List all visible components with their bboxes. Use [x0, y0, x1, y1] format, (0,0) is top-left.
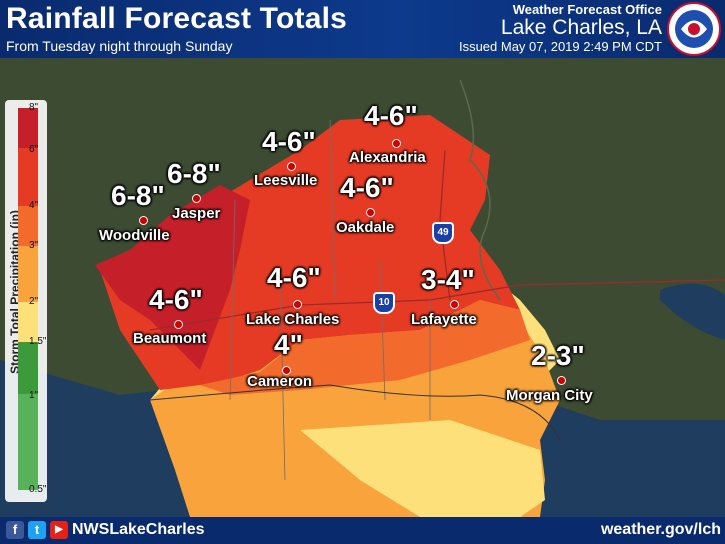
zone-2-inner: [300, 420, 545, 517]
city-dot-cameron: [282, 366, 291, 375]
amount-lake-charles: 4-6": [267, 262, 321, 293]
legend-tick: 1": [29, 390, 39, 401]
footer-bar: f t ▶ NWSLakeCharles weather.gov/lch: [0, 517, 725, 544]
city-dot-lafayette: [450, 300, 459, 309]
interstate-10-shield-icon: 10: [373, 292, 395, 314]
city-alexandria: Alexandria: [349, 149, 426, 166]
city-woodville: Woodville: [99, 227, 170, 244]
amount-leesville: 4-6": [262, 126, 316, 157]
amount-cameron: 4": [274, 329, 303, 360]
city-morgan-city: Morgan City: [506, 387, 593, 404]
office-name: Weather Forecast Office: [512, 2, 662, 17]
city-dot-beaumont: [174, 320, 183, 329]
legend-tick: 6": [29, 144, 39, 155]
city-leesville: Leesville: [254, 172, 318, 189]
city-dot-oakdale: [366, 208, 375, 217]
amount-morgan-city: 2-3": [531, 340, 585, 371]
legend-tick: 4": [29, 200, 39, 211]
lake: [660, 283, 725, 340]
office-city: Lake Charles, LA: [500, 16, 662, 39]
legend-tick: 8": [29, 102, 39, 113]
parish-lines: [229, 119, 431, 481]
river: [459, 79, 501, 301]
header-bar: Rainfall Forecast Totals From Tuesday ni…: [0, 0, 725, 58]
amount-oakdale: 4-6": [340, 172, 394, 203]
city-dot-lake-charles: [293, 300, 302, 309]
page-title: Rainfall Forecast Totals: [6, 2, 347, 35]
legend-tick: 2": [29, 296, 39, 307]
youtube-icon[interactable]: ▶: [50, 521, 68, 539]
amount-jasper: 6-8": [167, 158, 221, 189]
interstate-49-shield-icon: 49: [432, 222, 454, 244]
amount-alexandria: 4-6": [364, 100, 418, 131]
highway-i49: [439, 149, 451, 301]
city-cameron: Cameron: [247, 373, 313, 390]
facebook-icon[interactable]: f: [6, 521, 24, 539]
city-dot-woodville: [139, 216, 148, 225]
nws-logo-icon: [667, 2, 721, 56]
precip-legend: Storm Total Precipitation (in) 8" 6" 4" …: [5, 100, 47, 502]
city-lafayette: Lafayette: [411, 311, 477, 328]
city-dot-alexandria: [392, 139, 401, 148]
city-dot-jasper: [192, 194, 201, 203]
website-link[interactable]: weather.gov/lch: [600, 521, 721, 538]
page-subtitle: From Tuesday night through Sunday: [6, 38, 233, 54]
city-oakdale: Oakdale: [336, 219, 395, 236]
city-jasper: Jasper: [172, 205, 221, 222]
amount-woodville: 6-8": [111, 180, 165, 211]
amount-beaumont: 4-6": [149, 284, 203, 315]
city-dot-morgan-city: [557, 376, 566, 385]
amount-lafayette: 3-4": [421, 264, 475, 295]
coastline: [149, 384, 561, 441]
issued-time: Issued May 07, 2019 2:49 PM CDT: [458, 39, 662, 54]
legend-tick: 3": [29, 240, 39, 251]
city-beaumont: Beaumont: [133, 330, 207, 347]
legend-color-scale: [18, 108, 38, 490]
legend-tick: 1.5": [29, 336, 47, 347]
zone-6-8: [95, 185, 250, 370]
twitter-icon[interactable]: t: [28, 521, 46, 539]
social-handle[interactable]: NWSLakeCharles: [72, 521, 205, 538]
legend-tick: 0.5": [29, 484, 47, 495]
city-dot-leesville: [287, 162, 296, 171]
city-lake-charles: Lake Charles: [246, 311, 340, 328]
